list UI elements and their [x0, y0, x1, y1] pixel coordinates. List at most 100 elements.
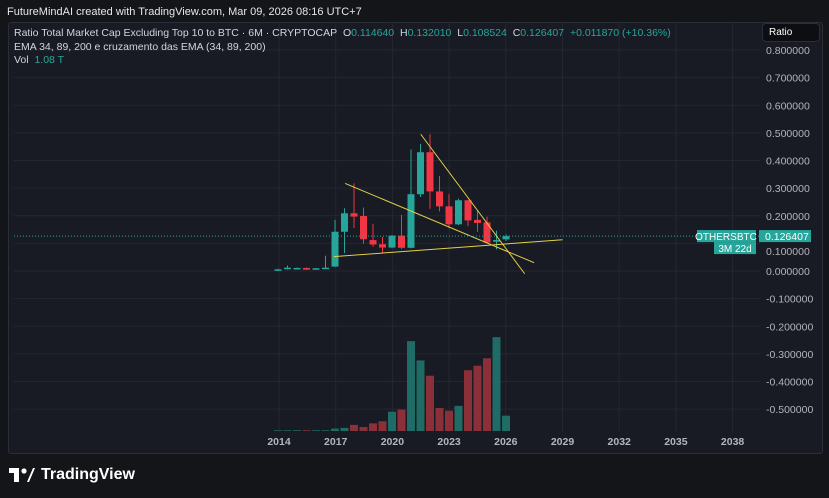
volume-bar — [388, 411, 396, 431]
brand-name: TradingView — [41, 466, 135, 483]
candle-body — [331, 231, 339, 267]
y-tick-label: 0.300000 — [766, 183, 810, 195]
volume-bar — [416, 360, 425, 431]
y-tick-label: 0.000000 — [766, 266, 810, 278]
candle-body — [322, 267, 329, 270]
candle-body — [274, 269, 282, 271]
volume-bar — [397, 409, 406, 431]
candle-body — [379, 244, 386, 248]
y-tick-label: 0.800000 — [766, 45, 810, 57]
bar-countdown: 3M 22d — [718, 244, 751, 255]
y-tick-label: -0.400000 — [766, 377, 813, 389]
candle-body — [388, 235, 396, 248]
x-tick-label: 2020 — [381, 436, 405, 448]
y-tick-label: 0.500000 — [766, 128, 810, 140]
open-label: O — [342, 27, 352, 39]
x-tick-label: 2029 — [551, 436, 575, 448]
volume-bar — [426, 375, 434, 431]
candle-body — [417, 152, 424, 195]
x-tick-label: 2014 — [267, 436, 291, 448]
volume-bar — [464, 370, 472, 431]
symbol-title[interactable]: Ratio Total Market Cap Excluding Top 10 … — [14, 27, 338, 39]
x-tick-label: 2035 — [664, 436, 688, 448]
volume-bar — [502, 415, 510, 431]
tradingview-logo-icon — [9, 468, 35, 482]
trendline — [420, 133, 526, 275]
y-tick-label: 0.600000 — [766, 100, 810, 112]
x-tick-label: 2026 — [494, 436, 518, 448]
trendline — [333, 239, 563, 258]
x-tick-label: 2023 — [437, 436, 461, 448]
volume-bar — [283, 430, 292, 431]
candle-body — [455, 200, 462, 225]
candle-body — [350, 213, 358, 217]
candle-body — [369, 240, 377, 245]
volume-bar — [473, 365, 482, 431]
volume-bar — [407, 341, 415, 431]
ratio-scale-button[interactable]: Ratio — [762, 23, 820, 42]
candle-body — [398, 235, 405, 248]
low-value: 0.108524 — [463, 27, 507, 39]
y-tick-label: 0.100000 — [766, 246, 810, 258]
volume-value: 1.08 T — [34, 54, 65, 66]
symbol-legend: Ratio Total Market Cap Excluding Top 10 … — [14, 27, 671, 41]
x-tick-label: 2032 — [608, 436, 632, 448]
y-tick-label: -0.100000 — [766, 294, 813, 306]
x-tick-label: 2038 — [721, 436, 745, 448]
candle-body — [293, 267, 301, 270]
price-tag — [759, 230, 811, 243]
candle-body — [284, 267, 291, 270]
low-label: L — [457, 27, 464, 39]
high-label: H — [399, 27, 408, 39]
y-tick-label: -0.300000 — [766, 349, 813, 361]
close-label: C — [512, 27, 521, 39]
price-tag-value: 0.126407 — [765, 231, 809, 243]
volume-legend[interactable]: Vol 1.08 T — [14, 54, 671, 68]
candle-body — [483, 222, 491, 243]
volume-bar — [454, 405, 463, 431]
volume-bar — [312, 430, 320, 431]
volume-bar — [293, 430, 301, 431]
volume-bar — [492, 337, 501, 431]
y-tick-label: 0.400000 — [766, 156, 810, 168]
high-value: 0.132010 — [407, 27, 452, 39]
y-tick-label: 0.700000 — [766, 73, 810, 85]
open-value: 0.114640 — [351, 27, 395, 39]
volume-bar — [340, 427, 349, 431]
volume-label: Vol — [14, 54, 29, 66]
volume-bar — [369, 423, 377, 431]
tradingview-logo[interactable]: TradingView — [9, 466, 135, 484]
candle-body — [303, 267, 310, 270]
candle-body — [407, 194, 415, 248]
candle-body — [312, 268, 320, 270]
y-tick-label: -0.200000 — [766, 321, 813, 333]
change-value: +0.011870 (+10.36%) — [569, 27, 671, 39]
trendline — [344, 182, 535, 264]
chart-credit: FutureMindAI created with TradingView.co… — [7, 6, 362, 18]
volume-bar — [321, 430, 330, 431]
chart-legend: Ratio Total Market Cap Excluding Top 10 … — [14, 27, 671, 68]
symbol-tag-label: OTHERSBTC — [695, 232, 757, 243]
x-tick-label: 2017 — [324, 436, 348, 448]
candle-body — [474, 219, 481, 223]
volume-bar — [445, 410, 453, 431]
volume-bar — [483, 358, 491, 431]
candle-body — [464, 200, 472, 221]
countdown-tag — [714, 242, 756, 255]
volume-bar — [378, 421, 387, 431]
candle-body — [426, 152, 434, 192]
volume-bar — [359, 427, 368, 431]
volume-bar — [331, 428, 339, 431]
symbol-tag — [697, 230, 756, 243]
candle-body — [360, 216, 367, 240]
candle-body — [502, 236, 510, 240]
close-value: 0.126407 — [520, 27, 565, 39]
volume-bar — [350, 424, 358, 431]
candle-body — [341, 213, 348, 232]
volume-bar — [302, 430, 311, 431]
volume-bar — [435, 407, 444, 431]
ema-indicator-legend[interactable]: EMA 34, 89, 200 e cruzamento das EMA (34… — [14, 40, 266, 53]
y-tick-label: 0.200000 — [766, 211, 810, 223]
y-tick-label: -0.500000 — [766, 404, 813, 416]
